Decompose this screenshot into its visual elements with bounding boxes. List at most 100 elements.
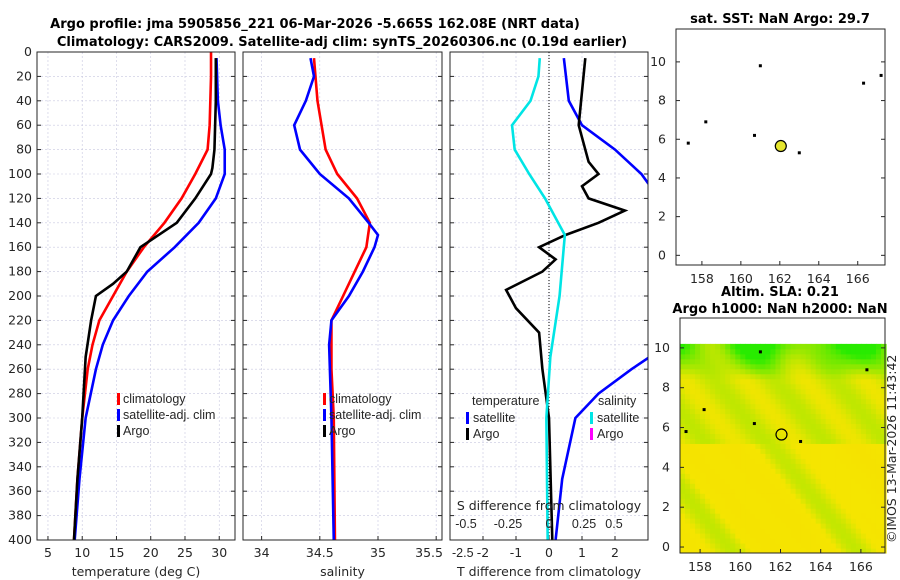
- heatmap-cell: [680, 383, 686, 390]
- heatmap-cell: [790, 388, 797, 395]
- heatmap-cell: [775, 533, 782, 539]
- heatmap-cell: [785, 498, 792, 504]
- heatmap-cell: [725, 488, 731, 494]
- heatmap-cell: [875, 463, 882, 469]
- heatmap-cell: [815, 543, 822, 549]
- heatmap-cell: [810, 368, 817, 375]
- heatmap-cell: [830, 403, 837, 410]
- heatmap-cell: [780, 418, 787, 425]
- heatmap-cell: [745, 473, 751, 479]
- heatmap-cell: [845, 443, 852, 449]
- heatmap-cell: [685, 483, 691, 489]
- heatmap-cell: [710, 433, 716, 440]
- heatmap-cell: [860, 533, 867, 539]
- heatmap-cell: [805, 548, 812, 554]
- heatmap-cell: [680, 503, 686, 509]
- heatmap-cell: [715, 378, 721, 385]
- heatmap-cell: [790, 528, 797, 534]
- heatmap-cell: [780, 388, 787, 395]
- heatmap-cell: [725, 493, 731, 499]
- heatmap-cell: [855, 423, 862, 430]
- heatmap-cell: [730, 408, 736, 415]
- heatmap-cell: [800, 448, 807, 454]
- heatmap-cell: [830, 368, 837, 375]
- heatmap-cell: [730, 383, 736, 390]
- heatmap-cell: [700, 443, 706, 449]
- heatmap-cell: [705, 518, 711, 524]
- heatmap-cell: [845, 373, 852, 380]
- heatmap-cell: [820, 478, 827, 484]
- heatmap-cell: [740, 503, 746, 509]
- x-tick-label: -2.5: [452, 546, 474, 560]
- heatmap-cell: [870, 408, 877, 415]
- heatmap-cell: [780, 453, 787, 459]
- heatmap-cell: [840, 523, 847, 529]
- heatmap-cell: [680, 438, 686, 444]
- heatmap-cell: [785, 538, 792, 544]
- heatmap-cell: [700, 523, 706, 529]
- heatmap-cell: [880, 523, 887, 529]
- heatmap-cell: [855, 463, 862, 469]
- heatmap-cell: [865, 483, 872, 489]
- heatmap-cell: [775, 428, 782, 435]
- heatmap-cell: [740, 538, 746, 544]
- heatmap-cell: [740, 373, 746, 380]
- heatmap-cell: [820, 458, 827, 464]
- heatmap-cell: [735, 448, 741, 454]
- heatmap-cell: [805, 388, 812, 395]
- heatmap-cell: [745, 393, 751, 400]
- heatmap-cell: [720, 393, 726, 400]
- heatmap-cell: [870, 343, 877, 350]
- heatmap-cell: [800, 418, 807, 425]
- heatmap-cell: [755, 503, 761, 509]
- heatmap-cell: [695, 468, 701, 474]
- heatmap-cell: [695, 498, 701, 504]
- heatmap-cell: [680, 403, 686, 410]
- heatmap-cell: [815, 403, 822, 410]
- heatmap-cell: [680, 463, 686, 469]
- heatmap-cell: [705, 508, 711, 514]
- heatmap-cell: [740, 528, 746, 534]
- heatmap-cell: [735, 403, 741, 410]
- legend-label: climatology: [123, 392, 186, 406]
- heatmap-cell: [850, 513, 857, 519]
- heatmap-cell: [775, 548, 782, 554]
- heatmap-cell: [820, 353, 827, 360]
- heatmap-cell: [740, 348, 746, 355]
- heatmap-cell: [700, 428, 706, 435]
- heatmap-cell: [735, 513, 741, 519]
- heatmap-cell: [775, 523, 782, 529]
- heatmap-cell: [810, 388, 817, 395]
- heatmap-cell: [770, 378, 777, 385]
- heatmap-cell: [850, 543, 857, 549]
- heatmap-cell: [835, 388, 842, 395]
- heatmap-cell: [800, 373, 807, 380]
- heatmap-cell: [715, 428, 721, 435]
- heatmap-cell: [765, 418, 772, 425]
- heatmap-cell: [760, 403, 767, 410]
- heatmap-cell: [855, 343, 862, 350]
- heatmap-cell: [690, 478, 696, 484]
- heatmap-cell: [765, 468, 772, 474]
- heatmap-cell: [755, 413, 761, 420]
- heatmap-cell: [680, 388, 686, 395]
- heatmap-cell: [690, 408, 696, 415]
- heatmap-cell: [780, 543, 787, 549]
- heatmap-cell: [835, 458, 842, 464]
- heatmap-cell: [705, 408, 711, 415]
- heatmap-cell: [880, 528, 887, 534]
- heatmap-cell: [790, 413, 797, 420]
- heatmap-cell: [835, 453, 842, 459]
- heatmap-cell: [795, 368, 802, 375]
- heatmap-cell: [715, 363, 721, 370]
- legend-swatch: [590, 428, 593, 440]
- heatmap-cell: [760, 393, 767, 400]
- heatmap-cell: [855, 508, 862, 514]
- heatmap-cell: [745, 538, 751, 544]
- heatmap-cell: [810, 448, 817, 454]
- heatmap-cell: [820, 548, 827, 554]
- heatmap-cell: [805, 428, 812, 435]
- heatmap-cell: [835, 528, 842, 534]
- heatmap-cell: [720, 428, 726, 435]
- y-tick-label: 220: [8, 312, 32, 327]
